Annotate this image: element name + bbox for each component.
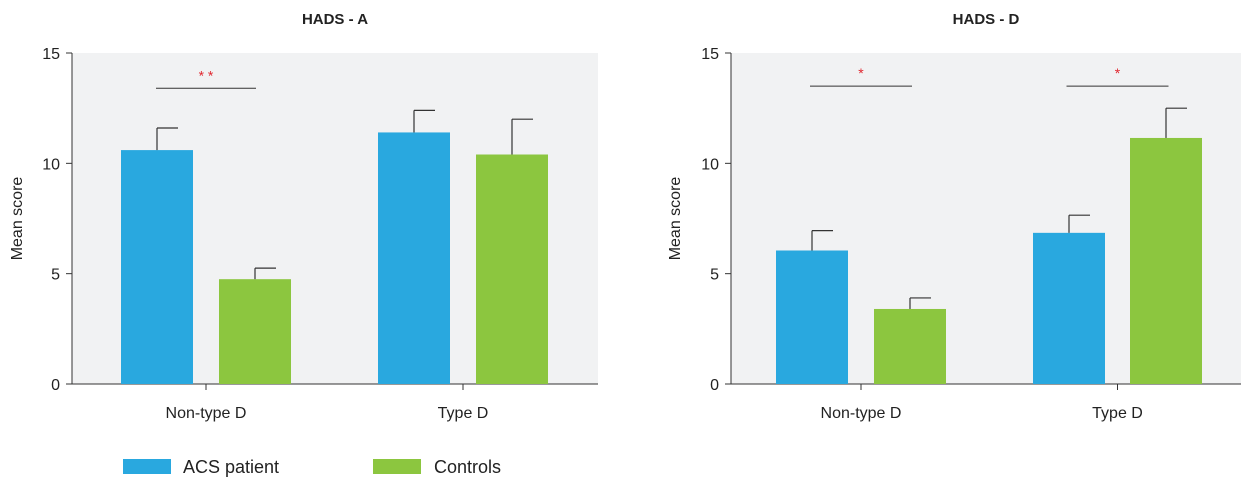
bar-controls (219, 279, 291, 384)
legend-swatch-controls (373, 459, 421, 474)
significance-marker: * (1115, 65, 1121, 81)
bar-acs-patient (1033, 232, 1105, 384)
x-tick-label: Non-type D (166, 405, 247, 422)
hads-d-panel: HADS - D Mean score 0 5 10 15 Non-type D * Type … (667, 11, 1241, 422)
significance-marker: * (858, 65, 864, 81)
y-tick-label: 5 (710, 267, 719, 284)
y-tick-label: 15 (701, 46, 719, 63)
significance-marker: * * (199, 67, 214, 83)
legend-label-controls: Controls (434, 457, 501, 477)
bar-controls (1130, 137, 1202, 384)
y-axis-label: Mean score (9, 177, 26, 261)
y-tick-label: 10 (701, 156, 719, 173)
x-tick-label: Non-type D (821, 405, 902, 422)
chart-title: HADS - A (302, 11, 368, 28)
bar-controls (476, 154, 548, 384)
y-tick-label: 10 (42, 156, 60, 173)
y-axis-label: Mean score (667, 177, 684, 261)
x-tick-label: Type D (1092, 405, 1143, 422)
legend: ACS patient Controls (123, 457, 501, 477)
x-tick-label: Type D (438, 405, 489, 422)
y-tick-label: 15 (42, 46, 60, 63)
hads-a-panel: HADS - A Mean score 0 5 10 15 Non-type D * * Typ… (9, 11, 598, 422)
chart-title: HADS - D (953, 11, 1020, 28)
bar-acs-patient (776, 250, 848, 384)
bar-acs-patient (121, 150, 193, 384)
legend-label-acs-patient: ACS patient (183, 457, 279, 477)
bar-controls (874, 308, 946, 384)
y-tick-label: 5 (51, 267, 60, 284)
bar-acs-patient (378, 132, 450, 384)
y-tick-label: 0 (51, 377, 60, 394)
y-tick-label: 0 (710, 377, 719, 394)
legend-swatch-acs-patient (123, 459, 171, 474)
